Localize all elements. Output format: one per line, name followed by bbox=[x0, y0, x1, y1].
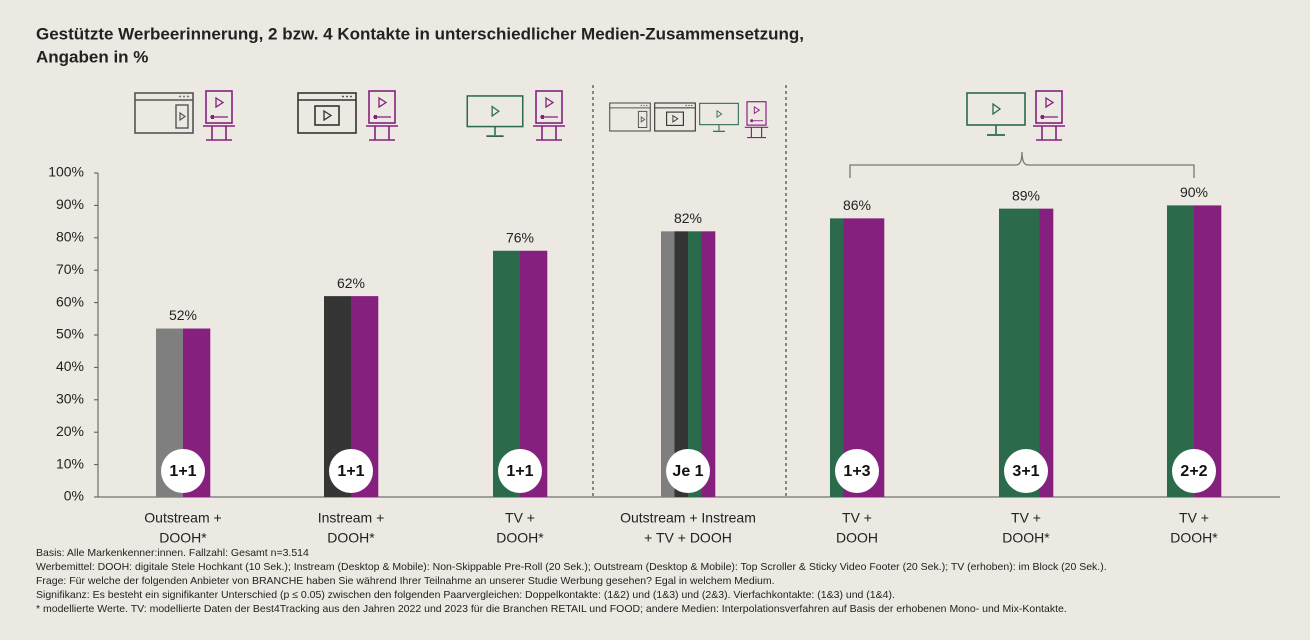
bar bbox=[1167, 205, 1222, 497]
x-tick-label: + TV + DOOH bbox=[644, 530, 732, 546]
bar-segment bbox=[1194, 205, 1222, 497]
badge: 1+1 bbox=[337, 463, 364, 480]
bar-segment bbox=[1012, 208, 1027, 497]
bar-segment bbox=[870, 218, 885, 498]
value-label: 76% bbox=[506, 229, 534, 245]
x-tick-label: Outstream + bbox=[144, 510, 221, 526]
x-tick-label: DOOH* bbox=[1170, 530, 1218, 546]
badge: 1+3 bbox=[843, 463, 870, 480]
x-tick-label: DOOH* bbox=[496, 530, 544, 546]
value-label: 86% bbox=[843, 197, 871, 213]
bar-segment bbox=[999, 208, 1013, 497]
x-tick-label: DOOH bbox=[836, 530, 878, 546]
footnote: * modellierte Werte. TV: modellierte Dat… bbox=[36, 603, 1067, 615]
y-tick-label: 30% bbox=[56, 391, 84, 407]
footnote: Basis: Alle Markenkenner:innen. Fallzahl… bbox=[36, 547, 309, 559]
footnote: Frage: Für welche der folgenden Anbieter… bbox=[36, 575, 775, 587]
badge-circle bbox=[1004, 449, 1048, 493]
badge: 3+1 bbox=[1012, 463, 1039, 480]
badge: Je 1 bbox=[672, 463, 703, 480]
bar-segment bbox=[1167, 205, 1195, 497]
footnote: Werbemittel: DOOH: digitale Stele Hochka… bbox=[36, 561, 1107, 573]
x-tick-label: TV + bbox=[1011, 510, 1041, 526]
badge-circle bbox=[161, 449, 205, 493]
y-tick-label: 0% bbox=[64, 488, 84, 504]
bar-segment bbox=[830, 218, 844, 498]
value-label: 89% bbox=[1012, 187, 1040, 203]
badge-circle bbox=[666, 449, 710, 493]
footnote: Signifikanz: Es besteht ein signifikante… bbox=[36, 589, 895, 601]
badge: 1+1 bbox=[169, 463, 196, 480]
chart-title: Angaben in % bbox=[36, 47, 148, 66]
bar-segment bbox=[661, 231, 675, 497]
bar-segment bbox=[701, 231, 716, 497]
x-tick-label: DOOH* bbox=[327, 530, 375, 546]
media-icons bbox=[134, 90, 1195, 178]
value-label: 90% bbox=[1180, 184, 1208, 200]
badge-circle bbox=[329, 449, 373, 493]
y-tick-label: 90% bbox=[56, 196, 84, 212]
y-tick-label: 20% bbox=[56, 423, 84, 439]
badge-circle bbox=[498, 449, 542, 493]
value-label: 82% bbox=[674, 210, 702, 226]
bar-segment bbox=[857, 218, 871, 498]
bar-segment bbox=[1026, 208, 1040, 497]
y-tick-label: 40% bbox=[56, 358, 84, 374]
y-tick-label: 70% bbox=[56, 261, 84, 277]
y-tick-label: 100% bbox=[48, 164, 84, 180]
bar bbox=[661, 231, 716, 497]
bar-segment bbox=[674, 231, 689, 497]
y-tick-label: 80% bbox=[56, 229, 84, 245]
x-tick-label: TV + bbox=[842, 510, 872, 526]
badge: 1+1 bbox=[506, 463, 533, 480]
x-tick-label: TV + bbox=[505, 510, 535, 526]
x-tick-label: Instream + bbox=[318, 510, 385, 526]
y-tick-label: 10% bbox=[56, 455, 84, 471]
x-tick-label: DOOH* bbox=[159, 530, 207, 546]
y-tick-label: 50% bbox=[56, 326, 84, 342]
badge-circle bbox=[835, 449, 879, 493]
value-label: 62% bbox=[337, 275, 365, 291]
value-label: 52% bbox=[169, 307, 197, 323]
badge-circle bbox=[1172, 449, 1216, 493]
chart-title: Gestützte Werbeerinnerung, 2 bzw. 4 Kont… bbox=[36, 24, 804, 43]
bar-segment bbox=[688, 231, 702, 497]
x-tick-label: Outstream + Instream bbox=[620, 510, 756, 526]
bar bbox=[999, 208, 1054, 497]
bar-segment bbox=[1039, 208, 1054, 497]
bar-segment bbox=[843, 218, 858, 498]
badge: 2+2 bbox=[1180, 463, 1207, 480]
bar bbox=[830, 218, 885, 498]
y-tick-label: 60% bbox=[56, 293, 84, 309]
x-tick-label: DOOH* bbox=[1002, 530, 1050, 546]
x-tick-label: TV + bbox=[1179, 510, 1209, 526]
